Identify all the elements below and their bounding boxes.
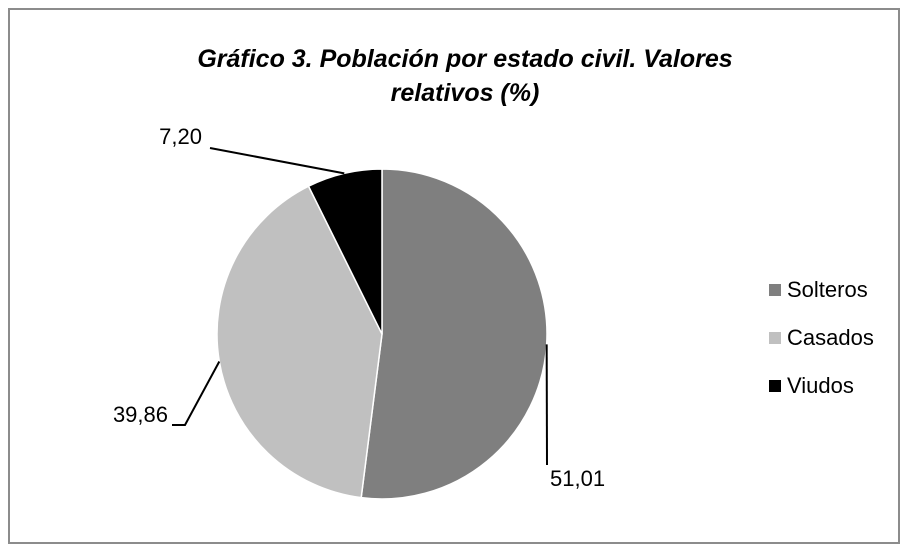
legend-label: Casados: [787, 325, 874, 350]
legend-label: Solteros: [787, 277, 868, 302]
leader-line: [172, 361, 221, 426]
pie-slice: [360, 168, 548, 500]
pie-slice: [216, 185, 383, 499]
legend-swatch: [769, 380, 781, 392]
chart-title: Gráfico 3. Población por estado civil. V…: [197, 45, 733, 107]
data-label: 39,86: [113, 402, 168, 427]
data-label: 7,20: [159, 124, 202, 149]
chart-frame: [8, 8, 900, 544]
legend-swatch: [769, 332, 781, 344]
pie-slice: [307, 168, 383, 335]
data-label: 51,01: [550, 466, 605, 491]
legend-swatch: [769, 284, 781, 296]
legend-label: Viudos: [787, 373, 854, 398]
leader-line: [209, 147, 345, 175]
